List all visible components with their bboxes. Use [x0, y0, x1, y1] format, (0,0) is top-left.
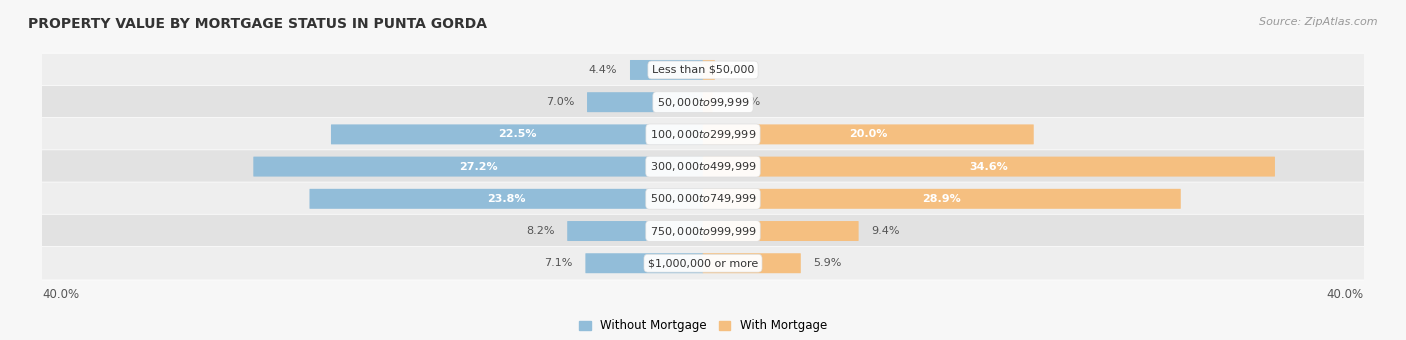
Text: $50,000 to $99,999: $50,000 to $99,999 — [657, 96, 749, 109]
FancyBboxPatch shape — [567, 221, 703, 241]
Text: 23.8%: 23.8% — [486, 194, 526, 204]
FancyBboxPatch shape — [309, 189, 703, 209]
FancyBboxPatch shape — [42, 150, 1364, 183]
FancyBboxPatch shape — [42, 53, 1364, 87]
Text: 7.0%: 7.0% — [546, 97, 574, 107]
FancyBboxPatch shape — [42, 214, 1364, 248]
Text: 0.7%: 0.7% — [728, 65, 756, 75]
FancyBboxPatch shape — [42, 118, 1364, 151]
Text: 40.0%: 40.0% — [42, 288, 79, 301]
Text: 8.2%: 8.2% — [526, 226, 554, 236]
Legend: Without Mortgage, With Mortgage: Without Mortgage, With Mortgage — [574, 314, 832, 337]
FancyBboxPatch shape — [703, 253, 801, 273]
Text: 0.56%: 0.56% — [725, 97, 761, 107]
Text: $100,000 to $299,999: $100,000 to $299,999 — [650, 128, 756, 141]
FancyBboxPatch shape — [588, 92, 703, 112]
FancyBboxPatch shape — [703, 189, 1181, 209]
Text: 28.9%: 28.9% — [922, 194, 962, 204]
Text: 40.0%: 40.0% — [1327, 288, 1364, 301]
FancyBboxPatch shape — [703, 124, 1033, 144]
Text: $500,000 to $749,999: $500,000 to $749,999 — [650, 192, 756, 205]
Text: 20.0%: 20.0% — [849, 130, 887, 139]
Text: Less than $50,000: Less than $50,000 — [652, 65, 754, 75]
FancyBboxPatch shape — [253, 157, 703, 176]
Text: 7.1%: 7.1% — [544, 258, 572, 268]
Text: 22.5%: 22.5% — [498, 130, 537, 139]
Text: $300,000 to $499,999: $300,000 to $499,999 — [650, 160, 756, 173]
Text: 4.4%: 4.4% — [589, 65, 617, 75]
FancyBboxPatch shape — [330, 124, 703, 144]
FancyBboxPatch shape — [585, 253, 703, 273]
Text: Source: ZipAtlas.com: Source: ZipAtlas.com — [1260, 17, 1378, 27]
FancyBboxPatch shape — [42, 182, 1364, 216]
Text: $750,000 to $999,999: $750,000 to $999,999 — [650, 224, 756, 238]
FancyBboxPatch shape — [42, 85, 1364, 119]
Text: 27.2%: 27.2% — [458, 162, 498, 172]
FancyBboxPatch shape — [630, 60, 703, 80]
Text: $1,000,000 or more: $1,000,000 or more — [648, 258, 758, 268]
Text: 9.4%: 9.4% — [872, 226, 900, 236]
Text: 34.6%: 34.6% — [969, 162, 1008, 172]
FancyBboxPatch shape — [703, 60, 714, 80]
Text: PROPERTY VALUE BY MORTGAGE STATUS IN PUNTA GORDA: PROPERTY VALUE BY MORTGAGE STATUS IN PUN… — [28, 17, 486, 31]
FancyBboxPatch shape — [703, 221, 859, 241]
FancyBboxPatch shape — [703, 92, 713, 112]
FancyBboxPatch shape — [42, 246, 1364, 280]
Text: 5.9%: 5.9% — [814, 258, 842, 268]
FancyBboxPatch shape — [703, 157, 1275, 176]
